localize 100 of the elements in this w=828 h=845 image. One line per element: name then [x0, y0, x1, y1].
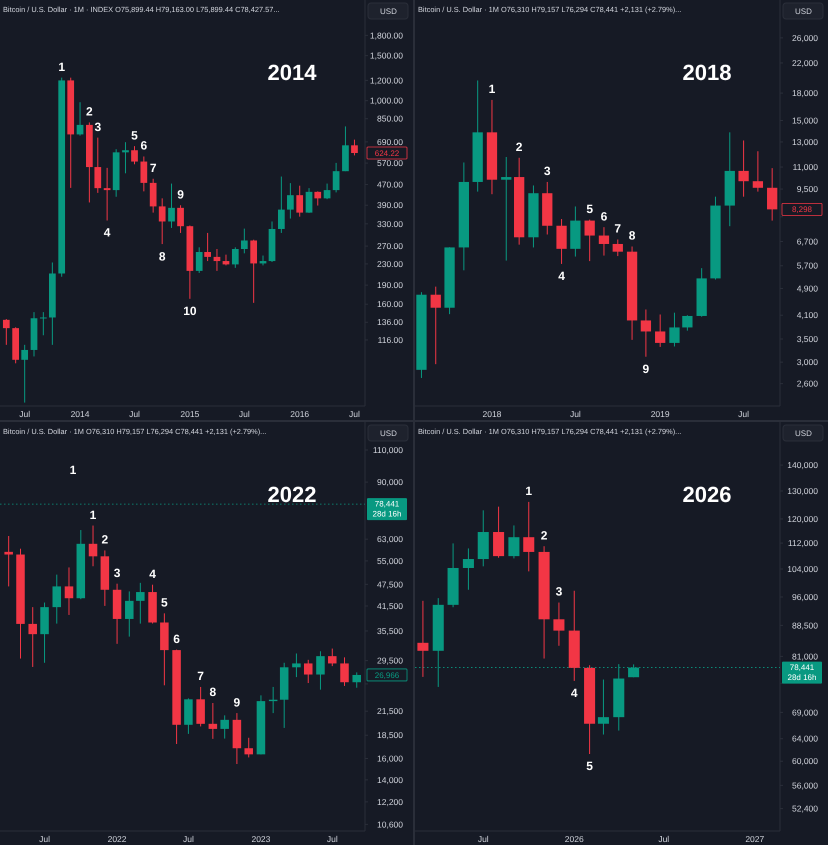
y-tick-label: 116.00	[378, 334, 404, 345]
y-tick-label: 1,800.00	[370, 30, 404, 40]
candlestick	[553, 602, 564, 646]
candlestick	[752, 150, 764, 192]
annotation: 3	[544, 164, 551, 178]
y-tick-label: 55,000	[377, 556, 404, 566]
annotation: 1	[58, 60, 66, 74]
candlestick	[220, 714, 229, 740]
candlestick	[669, 312, 680, 347]
candlestick	[208, 702, 218, 740]
annotation: 6	[600, 209, 608, 224]
annotation: 9	[177, 187, 184, 202]
annotation: 8	[628, 228, 636, 243]
annotation: 4	[104, 226, 111, 240]
annotation: 4	[149, 566, 156, 581]
x-tick-label: Jul	[478, 834, 489, 844]
y-tick-label: 112,000	[788, 538, 818, 548]
x-tick-label: Jul	[182, 834, 194, 844]
y-tick-label: 104,000	[787, 564, 818, 574]
candlestick	[314, 190, 322, 206]
y-tick-label: 15,000	[792, 115, 818, 126]
y-tick-label: 10,600	[377, 819, 404, 830]
y-tick-label: 56,000	[792, 780, 818, 790]
y-tick-label: 4,900	[796, 283, 818, 294]
annotation: 26,966	[374, 670, 400, 680]
candlestick	[76, 102, 84, 136]
candlestick	[523, 501, 534, 572]
annotation: 3	[94, 120, 102, 134]
x-tick-label: Jul	[19, 409, 30, 419]
y-tick-label: 16,000	[377, 753, 404, 764]
candlestick	[584, 219, 595, 262]
annotation: 7	[614, 222, 622, 236]
x-tick-label: Jul	[326, 834, 338, 844]
annotation: 4	[570, 686, 578, 700]
y-tick-label: 6,700	[796, 236, 818, 246]
y-tick-label: 690.00	[377, 136, 404, 147]
candlestick	[240, 228, 248, 254]
x-tick-label: 2018	[482, 409, 502, 419]
annotation: 3	[556, 584, 563, 599]
y-tick-label: 270.00	[377, 241, 404, 252]
annotation: 10	[183, 304, 197, 318]
annotation: 2	[540, 528, 548, 542]
annotation: 1	[70, 463, 77, 477]
y-tick-label: 12,200	[377, 796, 404, 807]
candlestick	[296, 185, 304, 218]
y-tick-label: 140,000	[787, 460, 818, 470]
candlestick	[316, 650, 325, 690]
candlestick	[125, 590, 134, 638]
candlestick	[64, 566, 74, 616]
candlestick	[52, 574, 62, 624]
y-tick-label: 130,000	[787, 486, 818, 496]
y-tick-label: 29,500	[377, 656, 404, 666]
x-tick-label: Jul	[738, 409, 750, 419]
candlestick	[278, 176, 285, 234]
annotation: 7	[150, 160, 157, 175]
y-tick-label: 81,000	[792, 651, 818, 662]
y-tick-label: 3,000	[796, 357, 818, 368]
y-tick-label: 52,400	[792, 804, 818, 814]
y-tick-label: 18,000	[792, 88, 818, 98]
y-tick-label: 63,000	[377, 534, 404, 544]
candlestick	[250, 239, 258, 304]
candlestick	[682, 314, 693, 332]
x-tick-label: Jul	[349, 409, 360, 419]
y-tick-label: 18,500	[377, 730, 404, 740]
text: 2026	[682, 482, 732, 507]
candlestick	[430, 286, 441, 365]
y-tick-label: 64,000	[792, 734, 818, 744]
y-tick-label: 21,500	[377, 706, 404, 716]
y-axis-title: USD	[795, 428, 812, 438]
annotation: 624.22	[374, 148, 400, 158]
candlestick	[287, 182, 294, 220]
y-tick-label: 5,700	[796, 260, 818, 271]
candlestick	[204, 232, 211, 262]
y-tick-label: 850.00	[377, 114, 404, 124]
candlestick	[168, 183, 175, 228]
annotation: 1	[488, 82, 496, 96]
candlestick	[214, 248, 220, 272]
y-tick-label: 22,000	[792, 58, 818, 68]
y-tick-label: 47,500	[377, 579, 404, 590]
candlestick	[260, 255, 266, 266]
y-tick-label: 390.00	[377, 200, 404, 210]
y-tick-label: 570.00	[377, 158, 404, 168]
y-tick-label: 4,100	[796, 310, 818, 320]
text: 2022	[268, 482, 316, 507]
y-tick-label: 88,500	[792, 620, 818, 630]
candlestick	[122, 142, 129, 174]
x-tick-label: Jul	[129, 409, 140, 419]
y-tick-label: 9,500	[796, 184, 818, 194]
candlestick	[2, 318, 10, 346]
candlestick	[196, 246, 203, 274]
y-tick-label: 90,000	[377, 477, 404, 488]
ref-line-label: 78,441 28d 16h	[788, 663, 816, 682]
candlestick	[304, 659, 312, 684]
x-tick-label: 2015	[180, 409, 200, 419]
y-tick-label: 69,000	[792, 707, 818, 718]
y-axis-title: USD	[380, 428, 398, 438]
y-tick-label: 110,000	[372, 444, 404, 455]
y-axis-title: USD	[380, 6, 398, 16]
x-tick-label: 2026	[564, 834, 584, 844]
y-tick-label: 2,600	[796, 378, 818, 389]
